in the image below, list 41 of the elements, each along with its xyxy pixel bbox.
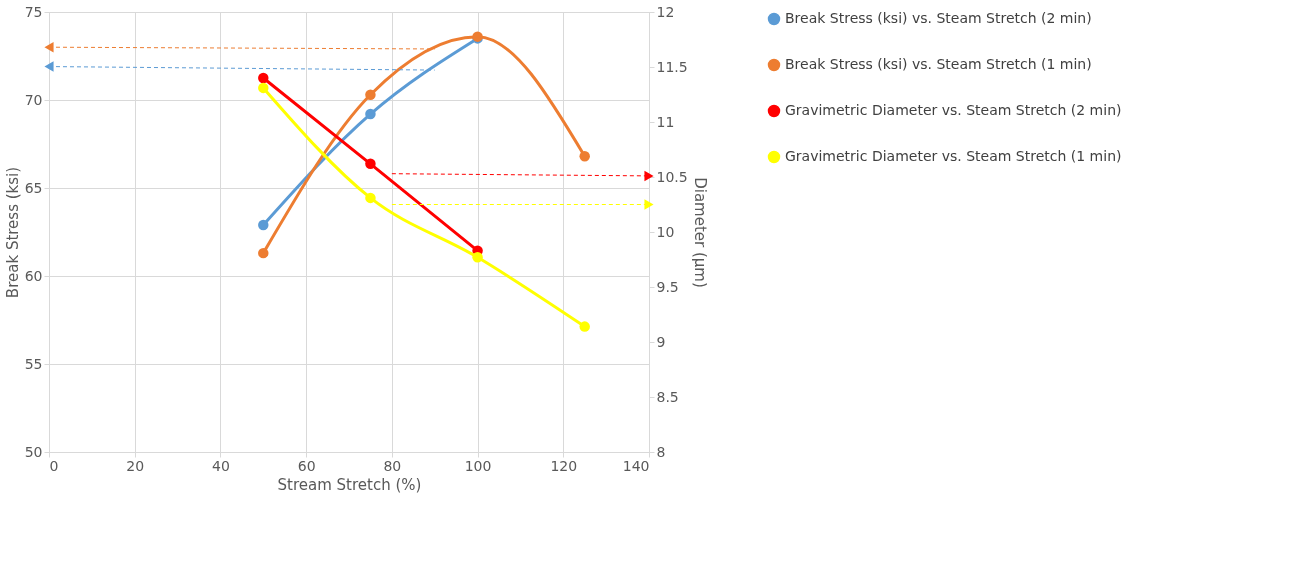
y2-tick-label: 11.5 [656,58,688,75]
x-axis-title: Stream Stretch (%) [277,475,422,494]
x-tick-label: 40 [212,457,230,474]
legend-label: Gravimetric Diameter vs. Steam Stretch (1 min) [785,148,1122,164]
y2-tick-label: 8.5 [656,388,679,405]
point [365,89,376,100]
point [472,252,483,263]
y-axis-title: Break Stress (ksi) [3,166,22,299]
y-tick-label: 75 [24,3,43,20]
y2-tick-label: 9.5 [656,278,679,295]
y2-axis-title: Diameter (µm) [690,177,709,288]
y2-tick-label: 8 [656,443,666,460]
y2-tick-label: 12 [656,3,675,20]
point [258,72,269,84]
point [579,151,590,162]
y2-tick-label: 10.5 [656,168,688,185]
x-tick-label: 120 [550,457,578,474]
point [365,158,376,170]
y-tick-label: 55 [24,355,43,372]
legend-label: Break Stress (ksi) vs. Steam Stretch (2 min) [785,10,1092,26]
point [365,192,376,204]
y2-tick-label: 9 [656,333,666,350]
point [365,108,376,120]
legend-label: Gravimetric Diameter vs. Steam Stretch (2 min) [785,102,1122,118]
point [258,82,269,94]
x-tick-label: 100 [464,457,492,474]
y-tick-label: 65 [24,179,43,196]
x-tick-label: 140 [622,457,650,474]
y2-tick-label: 10 [656,223,675,240]
x-tick-label: 60 [297,457,316,474]
y2-tick-label: 11 [656,113,675,130]
y-tick-label: 50 [24,443,43,460]
x-tick-label: 0 [49,457,59,474]
point [579,321,590,332]
x-tick-label: 20 [126,457,145,474]
point [258,219,269,231]
legend-label: Break Stress (ksi) vs. Steam Stretch (1 min) [785,56,1092,72]
y-tick-label: 70 [24,91,43,108]
y-tick-label: 60 [24,267,43,284]
point [258,247,269,259]
x-tick-label: 80 [383,457,402,474]
